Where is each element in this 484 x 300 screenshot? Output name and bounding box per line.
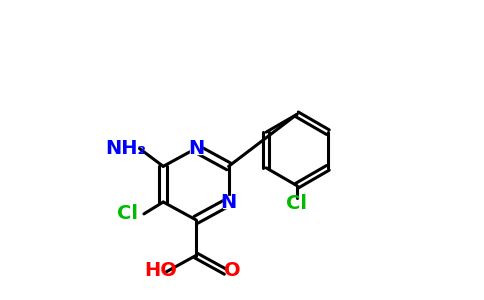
Text: N: N	[221, 193, 237, 211]
Bar	[190, 142, 202, 154]
Text: NH₂: NH₂	[106, 139, 147, 158]
Text: O: O	[224, 261, 241, 280]
Text: Cl: Cl	[117, 204, 138, 224]
Text: Cl: Cl	[287, 194, 307, 213]
Text: N: N	[188, 139, 204, 158]
Bar	[223, 196, 235, 208]
Text: HO: HO	[144, 261, 177, 280]
